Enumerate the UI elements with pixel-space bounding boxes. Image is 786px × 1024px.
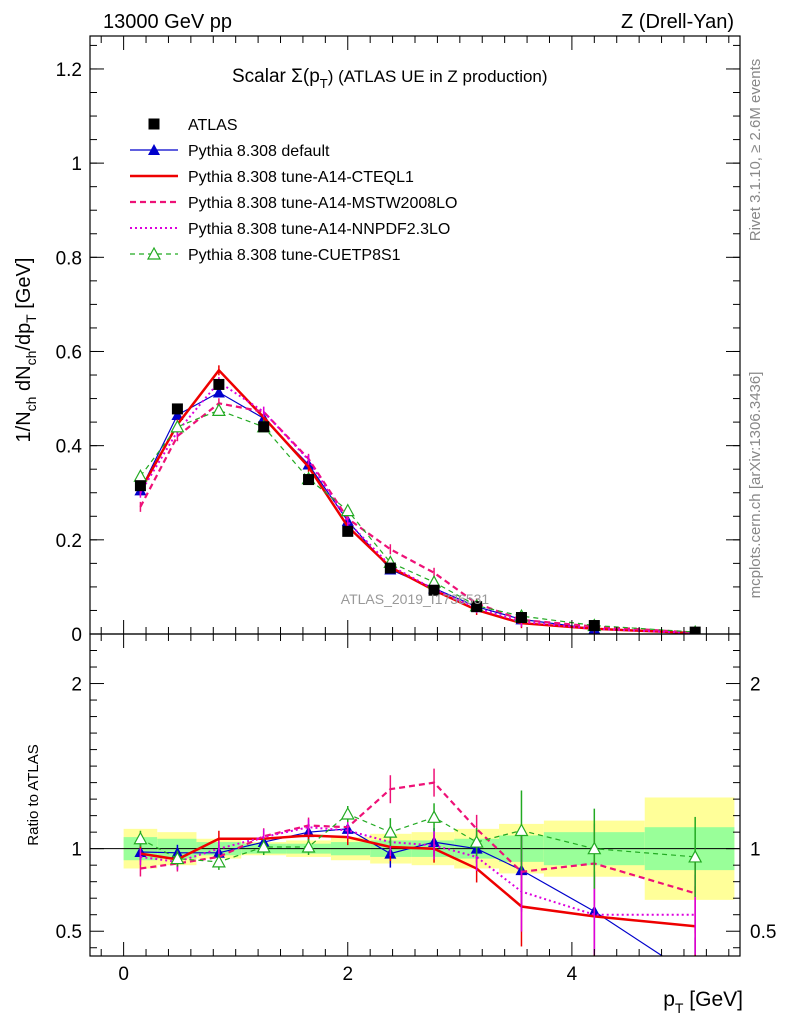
ratio-y-tick-label-1: 1 bbox=[71, 840, 82, 861]
main-series-5-point-5 bbox=[340, 503, 355, 517]
ratio-frame bbox=[89, 633, 741, 957]
legend-item-5: Pythia 8.308 tune-CUETP8S1 bbox=[130, 246, 401, 264]
legend-label-5: Pythia 8.308 tune-CUETP8S1 bbox=[188, 247, 401, 264]
atlas-point-5 bbox=[342, 525, 354, 537]
atlas-point-3 bbox=[258, 421, 270, 433]
ratio-series-4-point-0 bbox=[133, 831, 148, 845]
rivet-label: Rivet 3.1.10, ≥ 2.6M events bbox=[747, 59, 764, 242]
header-right: Z (Drell-Yan) bbox=[621, 11, 734, 33]
y-tick-label-4: 0.8 bbox=[56, 248, 82, 269]
x-tick-label-1: 2 bbox=[342, 964, 353, 985]
legend-swatch-0 bbox=[148, 118, 160, 130]
main-series-5-point-1 bbox=[170, 419, 185, 433]
atlas-point-0 bbox=[134, 480, 146, 492]
ratio-series-0-point-11 bbox=[689, 971, 701, 982]
legend-marker-5 bbox=[146, 246, 162, 260]
ratio-series-4-point-2 bbox=[211, 854, 226, 868]
ratio-series-4-point-11 bbox=[688, 849, 703, 863]
x-tick-label-2: 4 bbox=[567, 964, 578, 985]
main-series-1-point-1 bbox=[171, 409, 184, 421]
atlas-point-11 bbox=[689, 626, 701, 634]
ratio-y-tick-label-right-2: 2 bbox=[750, 675, 761, 696]
main-series-2-line bbox=[139, 368, 696, 634]
legend-label-3: Pythia 8.308 tune-A14-MSTW2008LO bbox=[188, 195, 457, 212]
atlas-point-9 bbox=[515, 612, 527, 624]
y-tick-label-6: 1.2 bbox=[56, 60, 82, 81]
legend-item-1: Pythia 8.308 default bbox=[130, 143, 330, 160]
main-series-5-point-2 bbox=[211, 403, 226, 416]
atlas-point-7 bbox=[428, 584, 440, 596]
ratio-series-4-point-10 bbox=[587, 841, 602, 855]
ratio-series-4-point-4 bbox=[301, 839, 316, 853]
ratio-series-4-point-3 bbox=[256, 839, 271, 853]
legend-label-2: Pythia 8.308 tune-A14-CTEQL1 bbox=[188, 169, 414, 186]
ratio-y-tick-label-right-0: 0.5 bbox=[750, 922, 776, 943]
legend-label-1: Pythia 8.308 default bbox=[188, 143, 330, 160]
main-series-4-line bbox=[139, 380, 696, 634]
atlas-point-6 bbox=[384, 562, 396, 574]
ratio-series bbox=[133, 768, 703, 982]
atlas-point-8 bbox=[471, 601, 483, 613]
ratio-y-tick-label-2: 2 bbox=[71, 675, 82, 696]
plot-labels: 13000 GeV pp Z (Drell-Yan) Scalar Σ(pT) … bbox=[13, 11, 764, 1016]
ratio-series-4-point-1 bbox=[170, 851, 185, 865]
y-tick-label-1: 0.2 bbox=[56, 531, 82, 552]
analysis-watermark: ATLAS_2019_I1736531 bbox=[341, 591, 490, 607]
legend-item-0: ATLAS bbox=[148, 117, 238, 134]
main-series bbox=[133, 365, 701, 634]
upper-panel: 0 0.2 0.4 0.6 0.8 1 1.2 bbox=[56, 35, 741, 646]
atlas-point-1 bbox=[171, 403, 183, 415]
legend-marker-1 bbox=[148, 144, 160, 155]
legend-item-3: Pythia 8.308 tune-A14-MSTW2008LO bbox=[130, 195, 457, 212]
legend-label-4: Pythia 8.308 tune-A14-NNPDF2.3LO bbox=[188, 221, 450, 238]
y-tick-label-5: 1 bbox=[71, 154, 82, 175]
y-axis-label: 1/Nch dNch/dpT [GeV] bbox=[13, 258, 39, 443]
ratio-series-4-point-5 bbox=[340, 806, 355, 820]
ratio-series-4-line bbox=[140, 813, 696, 863]
legend-label-0: ATLAS bbox=[188, 117, 238, 134]
atlas-point-2 bbox=[213, 378, 225, 390]
ratio-y-tick-label-right-1: 1 bbox=[750, 840, 761, 861]
ratio-series-1-line bbox=[140, 834, 696, 928]
header-left: 13000 GeV pp bbox=[103, 11, 232, 33]
x-tick-label-0: 0 bbox=[118, 964, 129, 985]
y-tick-label-3: 0.6 bbox=[56, 342, 82, 363]
ratio-series-4-point-8 bbox=[469, 834, 484, 848]
legend-item-2: Pythia 8.308 tune-A14-CTEQL1 bbox=[130, 169, 414, 186]
mcplots-label: mcplots.cern.ch [arXiv:1306.3436] bbox=[747, 372, 764, 599]
main-series-3-line bbox=[139, 402, 696, 634]
ratio-series-4-point-6 bbox=[383, 824, 398, 838]
ratio-series-4-point-9 bbox=[514, 823, 529, 837]
y-tick-label-2: 0.4 bbox=[56, 437, 83, 458]
atlas-point-10 bbox=[588, 620, 600, 632]
ratio-y-tick-label-0: 0.5 bbox=[56, 922, 82, 943]
ratio-panel: 0 2 4 0.5 0.5 1 1 2 2 bbox=[56, 633, 776, 985]
atlas-point-4 bbox=[303, 474, 315, 486]
legend: ATLAS Pythia 8.308 default Pythia 8.308 tu… bbox=[130, 117, 457, 264]
chart-title: Scalar Σ(pT) (ATLAS UE in Z production) bbox=[232, 66, 548, 91]
main-series-5-line bbox=[139, 409, 696, 633]
x-axis-label: pT [GeV] bbox=[663, 988, 743, 1016]
main-series-1-point-2 bbox=[212, 386, 225, 398]
legend-item-4: Pythia 8.308 tune-A14-NNPDF2.3LO bbox=[130, 221, 450, 238]
ratio-series-2-line bbox=[140, 781, 696, 895]
ratio-y-axis-label: Ratio to ATLAS bbox=[25, 744, 42, 845]
main-series-5-point-0 bbox=[133, 469, 148, 482]
y-tick-label-0: 0 bbox=[71, 625, 82, 646]
ratio-series-4-point-7 bbox=[427, 810, 442, 823]
